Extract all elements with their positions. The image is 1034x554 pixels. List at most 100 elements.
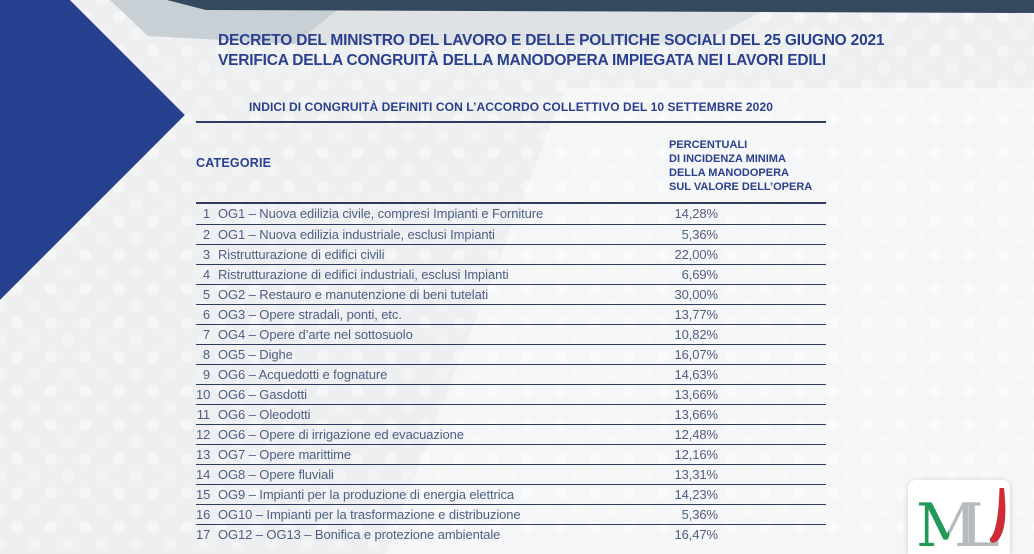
- percentuali-line: DI INCIDENZA MINIMA: [669, 153, 786, 165]
- table-row: 6 OG3 – Opere stradali, ponti, etc. 13,77%: [196, 304, 826, 324]
- row-percentage-value: 14,23%: [674, 487, 719, 502]
- column-header-percentuali: PERCENTUALI DI INCIDENZA MINIMA DELLA MA…: [669, 138, 826, 202]
- logo-red-stroke: [989, 488, 1006, 543]
- ml-monogram-icon: L M M: [916, 488, 1006, 554]
- row-number: 4: [202, 267, 210, 282]
- row-number: 14: [196, 467, 211, 482]
- row-percentage: 6,69%: [669, 265, 826, 284]
- row-number: 10: [196, 387, 211, 402]
- row-percentage-value: 6,69%: [681, 267, 718, 282]
- row-percentage-value: 5,36%: [681, 507, 718, 522]
- ministero-lavoro-logo: L M M: [908, 480, 1010, 554]
- row-percentage-value: 16,07%: [674, 347, 719, 362]
- row-percentage: 14,63%: [669, 365, 826, 384]
- row-category: OG7 – Opere marittime: [218, 447, 351, 462]
- row-percentage: 5,36%: [669, 505, 826, 524]
- row-percentage-value: 12,48%: [674, 427, 719, 442]
- row-percentage-value: 22,00%: [674, 247, 719, 262]
- congruity-table-body: 1 OG1 – Nuova edilizia civile, compresi I…: [196, 204, 826, 544]
- row-number: 9: [202, 367, 210, 382]
- percentuali-line: PERCENTUALI: [669, 139, 748, 151]
- row-percentage: 16,47%: [669, 525, 826, 544]
- row-category: OG3 – Opere stradali, ponti, etc.: [218, 307, 402, 322]
- row-percentage: 16,07%: [669, 345, 826, 364]
- row-percentage: 12,48%: [669, 425, 826, 444]
- subtitle-rule: [196, 121, 826, 123]
- row-number: 8: [202, 347, 210, 362]
- percentuali-line: DELLA MANODOPERA: [669, 167, 789, 179]
- table-row: 2 OG1 – Nuova edilizia industriale, esclu…: [196, 224, 826, 244]
- table-row: 16 OG10 – Impianti per la trasformazione …: [196, 504, 826, 524]
- row-number: 16: [196, 507, 211, 522]
- row-percentage: 14,23%: [669, 485, 826, 504]
- row-percentage-value: 5,36%: [681, 227, 718, 242]
- table-row: 5 OG2 – Restauro e manutenzione di beni t…: [196, 284, 826, 304]
- logo-letter-m-gray: M: [916, 491, 977, 554]
- row-number: 1: [202, 206, 210, 221]
- row-category: OG6 – Acquedotti e fognature: [218, 367, 388, 382]
- row-category: OG1 – Nuova edilizia civile, compresi Im…: [218, 206, 544, 221]
- row-percentage: 13,66%: [669, 405, 826, 424]
- row-number: 3: [202, 247, 210, 262]
- row-percentage: 5,36%: [669, 225, 826, 244]
- logo-letter-m-green: M: [916, 491, 977, 554]
- page-title: DECRETO DEL MINISTRO DEL LAVORO E DELLE …: [218, 31, 885, 71]
- row-percentage-value: 14,28%: [674, 206, 719, 221]
- row-number: 13: [196, 447, 211, 462]
- row-category: OG1 – Nuova edilizia industriale, esclus…: [218, 227, 495, 242]
- row-category: OG6 – Opere di irrigazione ed evacuazion…: [218, 427, 464, 442]
- table-row: 8 OG5 – Dighe 16,07%: [196, 344, 826, 364]
- row-category: OG9 – Impianti per la produzione di ener…: [218, 487, 515, 502]
- table-row: 4 Ristrutturazione di edifici industriali…: [196, 264, 826, 284]
- row-category: OG2 – Restauro e manutenzione di beni tu…: [218, 287, 489, 302]
- row-percentage: 13,77%: [669, 305, 826, 324]
- table-row: 7 OG4 – Opere d’arte nel sottosuolo 10,82%: [196, 324, 826, 344]
- table-row: 12 OG6 – Opere di irrigazione ed evacuazi…: [196, 424, 826, 444]
- document-content: DECRETO DEL MINISTRO DEL LAVORO E DELLE …: [196, 0, 885, 544]
- logo-letter-l: L: [960, 491, 1000, 554]
- table-row: 13 OG7 – Opere marittime 12,16%: [196, 444, 826, 464]
- row-category: OG4 – Opere d’arte nel sottosuolo: [218, 327, 413, 342]
- percentuali-line: SUL VALORE DELL’OPERA: [669, 181, 813, 193]
- page-title-line1: DECRETO DEL MINISTRO DEL LAVORO E DELLE …: [218, 32, 885, 49]
- row-percentage: 13,66%: [669, 385, 826, 404]
- row-number: 12: [196, 427, 211, 442]
- row-percentage: 13,31%: [669, 465, 826, 484]
- table-row: 10 OG6 – Gasdotti 13,66%: [196, 384, 826, 404]
- row-category: OG5 – Dighe: [218, 347, 293, 362]
- row-percentage-value: 13,77%: [674, 307, 719, 322]
- row-percentage: 30,00%: [669, 285, 826, 304]
- table-row: 14 OG8 – Opere fluviali 13,31%: [196, 464, 826, 484]
- table-header: CATEGORIE PERCENTUALI DI INCIDENZA MINIM…: [196, 123, 826, 204]
- row-number: 11: [196, 407, 210, 422]
- row-percentage: 14,28%: [669, 204, 826, 224]
- row-percentage-value: 16,47%: [674, 527, 719, 542]
- row-percentage-value: 13,66%: [674, 387, 719, 402]
- page-title-line2: VERIFICA DELLA CONGRUITÀ DELLA MANODOPER…: [218, 52, 826, 69]
- row-category: OG6 – Oleodotti: [218, 407, 311, 422]
- row-category: Ristrutturazione di edifici civili: [218, 247, 385, 262]
- row-category: OG8 – Opere fluviali: [218, 467, 334, 482]
- row-number: 17: [196, 527, 211, 542]
- row-category: Ristrutturazione di edifici industriali,…: [218, 267, 509, 282]
- row-number: 5: [202, 287, 210, 302]
- row-category: OG10 – Impianti per la trasformazione e …: [218, 507, 521, 522]
- table-row: 3 Ristrutturazione di edifici civili 22,00…: [196, 244, 826, 264]
- row-percentage: 22,00%: [669, 245, 826, 264]
- row-category: OG12 – OG13 – Bonifica e protezione ambi…: [218, 527, 501, 542]
- row-percentage-value: 12,16%: [674, 447, 719, 462]
- row-number: 2: [202, 227, 210, 242]
- row-number: 7: [202, 327, 210, 342]
- table-row: 15 OG9 – Impianti per la produzione di en…: [196, 484, 826, 504]
- row-percentage-value: 14,63%: [674, 367, 719, 382]
- table-row: 1 OG1 – Nuova edilizia civile, compresi I…: [196, 204, 826, 224]
- table-row: 11 OG6 – Oleodotti 13,66%: [196, 404, 826, 424]
- row-category: OG6 – Gasdotti: [218, 387, 307, 402]
- row-percentage: 12,16%: [669, 445, 826, 464]
- table-row: 9 OG6 – Acquedotti e fognature 14,63%: [196, 364, 826, 384]
- row-number: 15: [196, 487, 211, 502]
- row-percentage: 10,82%: [669, 325, 826, 344]
- row-percentage-value: 13,66%: [674, 407, 719, 422]
